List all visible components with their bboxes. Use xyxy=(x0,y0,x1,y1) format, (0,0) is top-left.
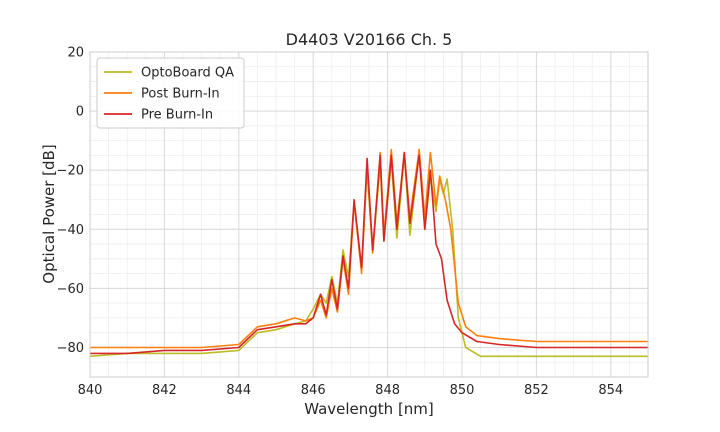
x-tick-label: 840 xyxy=(78,383,103,398)
x-tick-label: 846 xyxy=(301,383,326,398)
chart-title: D4403 V20166 Ch. 5 xyxy=(286,30,453,49)
x-tick-label: 848 xyxy=(375,383,400,398)
y-tick-label: −60 xyxy=(57,282,84,297)
ticks: 840 842 844 846 848 850 852 854 −80 −60 −40 −20 0 20 xyxy=(57,46,624,399)
series-line-2 xyxy=(90,151,648,355)
legend-label-0: OptoBoard QA xyxy=(141,66,234,81)
y-tick-label: −20 xyxy=(57,164,84,179)
x-tick-label: 844 xyxy=(226,383,251,398)
legend-box xyxy=(96,57,245,129)
series-line-1 xyxy=(90,148,648,349)
y-tick-label: 20 xyxy=(67,46,84,61)
x-axis-label: Wavelength [nm] xyxy=(304,400,434,418)
legend-label-1: Post Burn-In xyxy=(141,87,220,102)
plot-frame xyxy=(89,51,649,378)
y-tick-label: −40 xyxy=(57,223,84,238)
x-tick-label: 842 xyxy=(152,383,177,398)
y-tick-label: −80 xyxy=(57,341,84,356)
x-tick-label: 850 xyxy=(450,383,475,398)
legend: OptoBoard QA Post Burn-In Pre Burn-In xyxy=(96,57,245,129)
y-axis-label: Optical Power [dB] xyxy=(40,144,58,283)
y-tick-label: 0 xyxy=(76,105,84,120)
plot-area xyxy=(90,148,648,358)
legend-label-2: Pre Burn-In xyxy=(141,108,213,123)
x-tick-label: 854 xyxy=(598,383,623,398)
x-tick-label: 852 xyxy=(524,383,549,398)
